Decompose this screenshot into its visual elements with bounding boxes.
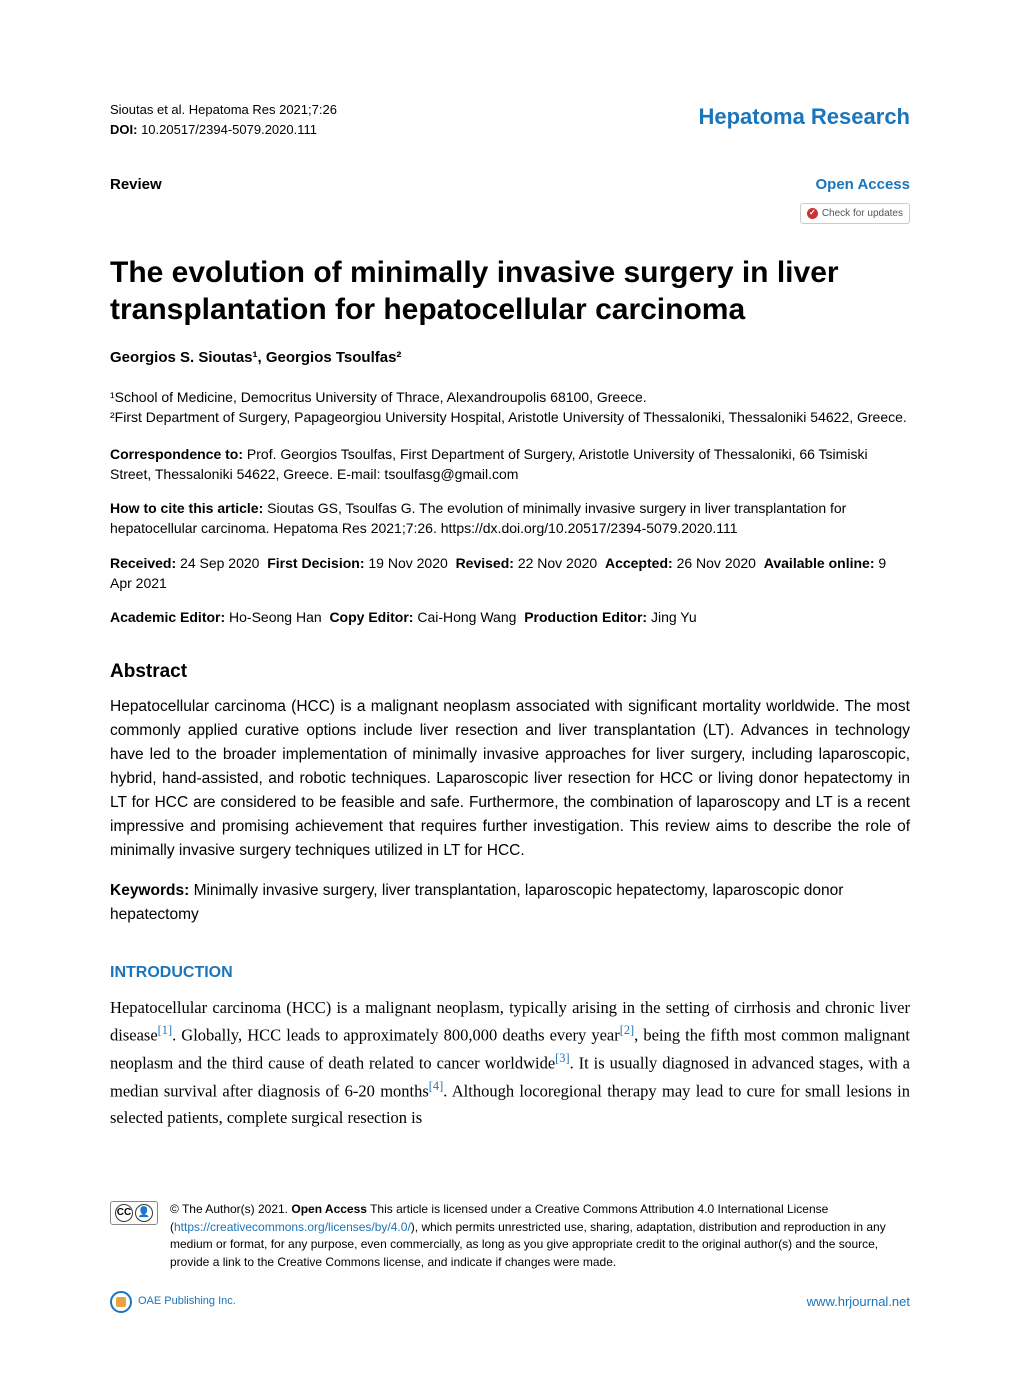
check-updates-button[interactable]: ✓ Check for updates: [800, 203, 910, 224]
abstract-heading: Abstract: [110, 658, 910, 687]
updates-row: ✓ Check for updates: [110, 203, 910, 224]
license-oa-label: Open Access: [291, 1202, 367, 1216]
publisher-name: OAE Publishing Inc.: [138, 1294, 236, 1310]
first-decision-label: First Decision:: [267, 555, 364, 571]
cite-label: How to cite this article:: [110, 500, 263, 516]
introduction-heading: INTRODUCTION: [110, 961, 910, 985]
ref-4[interactable]: [4]: [429, 1079, 443, 1093]
production-editor-label: Production Editor:: [524, 609, 647, 625]
authors: Georgios S. Sioutas¹, Georgios Tsoulfas²: [110, 347, 910, 370]
license-text: © The Author(s) 2021. Open Access This a…: [170, 1201, 910, 1271]
ref-3[interactable]: [3]: [555, 1051, 569, 1065]
footer: CC 👤 BY © The Author(s) 2021. Open Acces…: [110, 1201, 910, 1313]
cc-badge-icon: CC 👤 BY: [110, 1201, 158, 1225]
keywords-label: Keywords:: [110, 882, 189, 899]
dates-block: Received: 24 Sep 2020 First Decision: 19…: [110, 553, 910, 594]
introduction-text: Hepatocellular carcinoma (HCC) is a mali…: [110, 995, 910, 1131]
production-editor-value: Jing Yu: [651, 609, 697, 625]
editors-block: Academic Editor: Ho-Seong Han Copy Edito…: [110, 607, 910, 628]
academic-editor-label: Academic Editor:: [110, 609, 225, 625]
online-label: Available online:: [764, 555, 875, 571]
revised-label: Revised:: [456, 555, 514, 571]
correspondence-label: Correspondence to:: [110, 446, 243, 462]
doi-label: DOI:: [110, 122, 137, 137]
copy-editor-label: Copy Editor:: [329, 609, 413, 625]
publisher-logo-icon: [110, 1291, 132, 1313]
academic-editor-value: Ho-Seong Han: [229, 609, 322, 625]
copy-editor-value: Cai-Hong Wang: [417, 609, 516, 625]
affiliation-2: ²First Department of Surgery, Papageorgi…: [110, 407, 910, 427]
citation-line: Sioutas et al. Hepatoma Res 2021;7:26: [110, 100, 337, 120]
doi-line: DOI: 10.20517/2394-5079.2020.111: [110, 120, 337, 140]
cite-block: How to cite this article: Sioutas GS, Ts…: [110, 498, 910, 539]
citation-block: Sioutas et al. Hepatoma Res 2021;7:26 DO…: [110, 100, 337, 139]
ref-2[interactable]: [2]: [620, 1023, 634, 1037]
revised-value: 22 Nov 2020: [518, 555, 597, 571]
license-pre: © The Author(s) 2021.: [170, 1202, 291, 1216]
keywords-text: Minimally invasive surgery, liver transp…: [110, 882, 843, 923]
mid-row: Review Open Access: [110, 174, 910, 197]
first-decision-value: 19 Nov 2020: [368, 555, 447, 571]
license-row: CC 👤 BY © The Author(s) 2021. Open Acces…: [110, 1201, 910, 1271]
bottom-row: OAE Publishing Inc. www.hrjournal.net: [110, 1291, 910, 1313]
license-link[interactable]: https://creativecommons.org/licenses/by/…: [174, 1220, 411, 1234]
accepted-value: 26 Nov 2020: [677, 555, 756, 571]
abstract-text: Hepatocellular carcinoma (HCC) is a mali…: [110, 695, 910, 863]
affiliations: ¹School of Medicine, Democritus Universi…: [110, 387, 910, 428]
publisher-block: OAE Publishing Inc.: [110, 1291, 236, 1313]
by-icon: 👤: [135, 1204, 153, 1222]
journal-name: Hepatoma Research: [698, 100, 910, 133]
affiliation-1: ¹School of Medicine, Democritus Universi…: [110, 387, 910, 407]
ref-1[interactable]: [1]: [158, 1023, 172, 1037]
article-title: The evolution of minimally invasive surg…: [110, 254, 910, 329]
article-type: Review: [110, 174, 162, 197]
doi-value: 10.20517/2394-5079.2020.111: [141, 122, 317, 137]
correspondence-block: Correspondence to: Prof. Georgios Tsoulf…: [110, 444, 910, 485]
header-row: Sioutas et al. Hepatoma Res 2021;7:26 DO…: [110, 100, 910, 139]
site-url[interactable]: www.hrjournal.net: [807, 1293, 910, 1312]
received-label: Received:: [110, 555, 176, 571]
bookmark-icon: ✓: [807, 208, 818, 219]
keywords-block: Keywords: Minimally invasive surgery, li…: [110, 879, 910, 927]
accepted-label: Accepted:: [605, 555, 673, 571]
intro-part-2: . Globally, HCC leads to approximately 8…: [172, 1026, 620, 1045]
cc-icon: CC: [115, 1204, 133, 1222]
received-value: 24 Sep 2020: [180, 555, 259, 571]
open-access-label: Open Access: [816, 174, 911, 197]
check-updates-label: Check for updates: [822, 206, 903, 221]
